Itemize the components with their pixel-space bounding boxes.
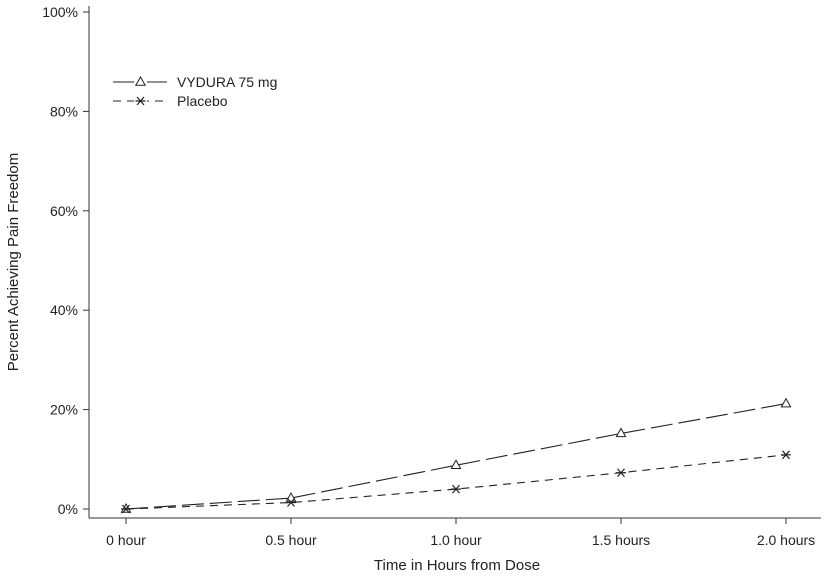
x-axis-ticks: 0 hour 0.5 hour 1.0 hour 1.5 hours 2.0 hours (106, 518, 815, 548)
y-axis-title: Percent Achieving Pain Freedom (5, 153, 22, 371)
y-tick-label: 80% (50, 103, 78, 119)
x-tick-label: 0.5 hour (265, 532, 317, 548)
y-tick-label: 40% (50, 302, 78, 318)
x-tick-label: 1.5 hours (592, 532, 650, 548)
data-point-placebo (616, 468, 626, 478)
data-point-placebo (121, 504, 131, 514)
y-tick-label: 60% (50, 203, 78, 219)
data-point-placebo (286, 498, 296, 507)
series-layer (120, 397, 792, 514)
triangle-marker-icon (134, 75, 147, 86)
y-axis-ticks: 0% 20% 40% 60% 80% 100% (42, 4, 89, 517)
data-point-vydura (450, 459, 462, 469)
legend-label-vydura: VYDURA 75 mg (177, 74, 277, 90)
legend-item-vydura: VYDURA 75 mg (113, 74, 277, 90)
data-point-placebo (451, 484, 461, 494)
data-point-vydura (780, 397, 792, 408)
data-point-vydura (615, 427, 627, 438)
y-tick-label: 20% (50, 402, 78, 418)
series-line-placebo (125, 454, 787, 510)
series-line-vydura (125, 403, 787, 510)
legend-item-placebo: Placebo (113, 93, 228, 109)
x-tick-label: 2.0 hours (757, 532, 815, 548)
asterisk-marker-icon (135, 96, 146, 106)
legend: VYDURA 75 mg Placebo (113, 74, 277, 109)
y-tick-label: 0% (58, 501, 78, 517)
x-tick-label: 0 hour (106, 532, 146, 548)
legend-label-placebo: Placebo (177, 93, 228, 109)
x-tick-label: 1.0 hour (430, 532, 482, 548)
y-tick-label: 100% (42, 4, 78, 20)
data-point-placebo (781, 450, 791, 460)
x-axis-title: Time in Hours from Dose (374, 557, 540, 574)
